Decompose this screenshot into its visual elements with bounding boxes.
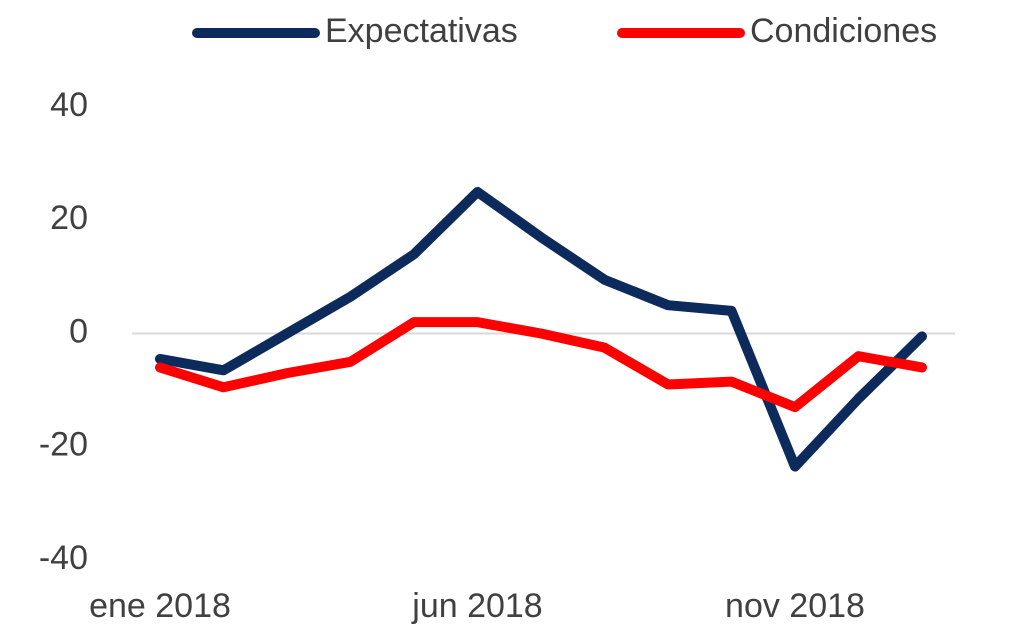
y-tick-label: 40 <box>50 86 88 124</box>
y-tick-label: 20 <box>50 199 88 237</box>
y-tick-label: -20 <box>39 426 88 464</box>
legend-label: Expectativas <box>325 12 518 50</box>
y-tick-label: -40 <box>39 539 88 577</box>
series-line <box>155 317 927 413</box>
y-tick-label: 0 <box>69 312 88 350</box>
series-line <box>155 186 927 472</box>
x-tick-label: ene 2018 <box>89 587 231 625</box>
legend-label: Condiciones <box>750 12 937 50</box>
x-tick-label: nov 2018 <box>725 587 865 625</box>
x-tick-label: jun 2018 <box>411 587 542 625</box>
